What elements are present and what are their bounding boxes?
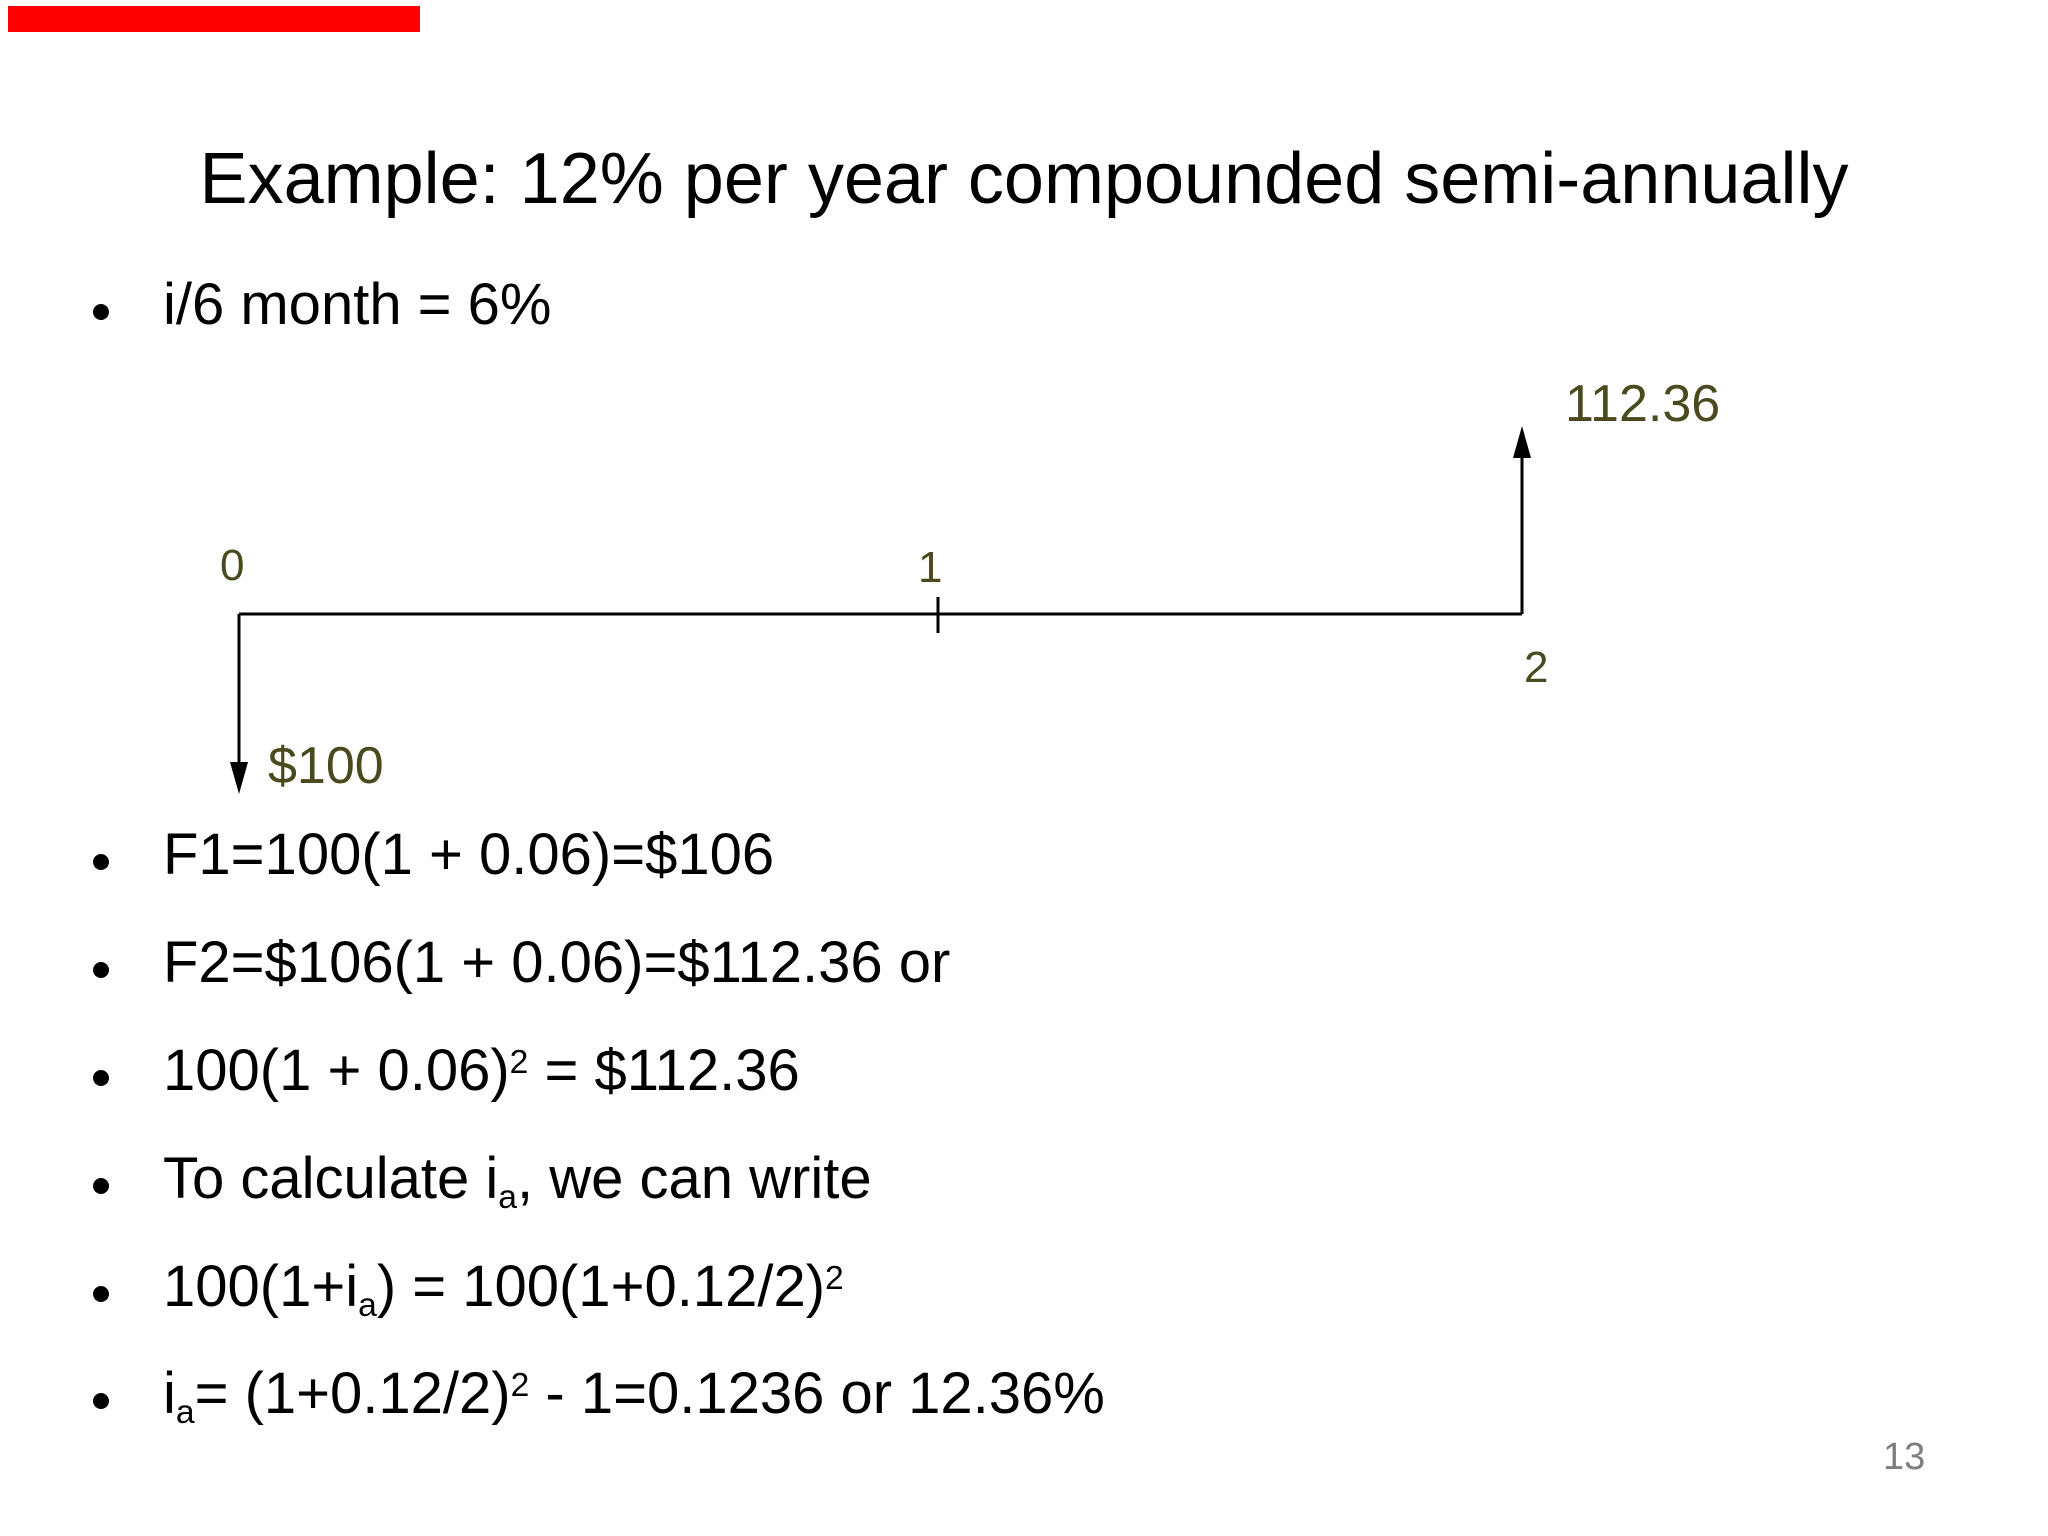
list-item: F2=$106(1 + 0.06)=$112.36 or xyxy=(93,928,950,998)
page-number: 13 xyxy=(1883,1436,1926,1478)
bullet-text-calculate: To calculate ia, we can write xyxy=(163,1146,872,1217)
list-item: 100(1 + 0.06)2 = $112.36 xyxy=(93,1036,800,1106)
bullet-text-f2: F2=$106(1 + 0.06)=$112.36 or xyxy=(163,930,951,995)
period-1-label: 1 xyxy=(918,543,943,592)
future-value-label: 112.36 xyxy=(1565,375,1721,433)
bullet-text-result: ia= (1+0.12/2)2 - 1=0.1236 or 12.36% xyxy=(163,1361,1105,1432)
bullet-text-equation: 100(1+ia) = 100(1+0.12/2)2 xyxy=(163,1254,844,1325)
bullet-text-f1: F1=100(1 + 0.06)=$106 xyxy=(163,822,775,887)
list-item-intro: i/6 month = 6% xyxy=(93,270,552,340)
up-arrowhead-icon xyxy=(1513,426,1531,458)
period-0-label: 0 xyxy=(220,541,245,590)
bullet-marker xyxy=(93,1070,109,1086)
period-2-label: 2 xyxy=(1524,643,1549,692)
list-item: F1=100(1 + 0.06)=$106 xyxy=(93,820,774,890)
bullet-marker xyxy=(93,1178,109,1194)
bullet-marker xyxy=(93,304,109,320)
down-arrowhead-icon xyxy=(230,762,248,794)
bullet-marker xyxy=(93,962,109,978)
bullet-marker xyxy=(93,1393,109,1409)
present-value-label: $100 xyxy=(268,737,384,795)
accent-bar xyxy=(8,6,420,32)
intro-bullet-text: i/6 month = 6% xyxy=(163,272,552,337)
list-item: 100(1+ia) = 100(1+0.12/2)2 xyxy=(93,1252,844,1325)
bullet-text-compound: 100(1 + 0.06)2 = $112.36 xyxy=(163,1038,800,1103)
bullet-marker xyxy=(93,1286,109,1302)
list-item: To calculate ia, we can write xyxy=(93,1144,872,1217)
bullet-marker xyxy=(93,854,109,870)
list-item: ia= (1+0.12/2)2 - 1=0.1236 or 12.36% xyxy=(93,1359,1105,1432)
page-title: Example: 12% per year compounded semi-an… xyxy=(199,139,1849,219)
